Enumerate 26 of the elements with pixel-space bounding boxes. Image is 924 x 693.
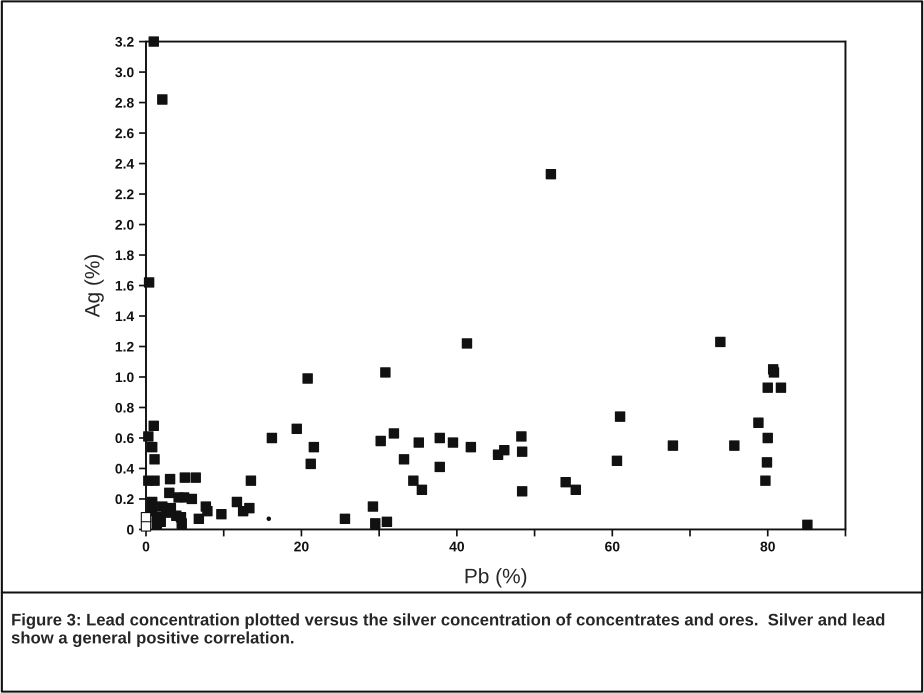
y-tick-label: 3.2	[115, 36, 134, 47]
y-tick-label: 2.6	[115, 128, 134, 138]
x-tick-label: 20	[294, 542, 309, 552]
x-tick-label: 0	[142, 542, 150, 552]
y-tick-label: 3.0	[115, 67, 134, 78]
y-tick-label: 0.4	[115, 464, 134, 474]
x-tick-label: 40	[449, 542, 464, 552]
y-tick-label: 0.8	[115, 402, 134, 413]
y-tick-label: 0.2	[115, 494, 134, 504]
x-axis-title: Pb (%)	[466, 568, 526, 588]
y-tick-label: 2.2	[115, 189, 134, 200]
y-tick-label: 1.2	[116, 342, 134, 352]
y-tick-label: 0	[127, 524, 134, 535]
caption: Figure 3: Lead concentration plotted versus the silver concentration of concentrates and ores. Silver and lead show a general positive correlation.	[12, 613, 884, 647]
x-tick-label: 60	[605, 542, 620, 552]
point	[266, 516, 272, 522]
y-tick-label: 2.4	[115, 158, 134, 169]
x-tick-label: 80	[760, 542, 775, 552]
y-tick-label: 2.8	[115, 98, 134, 108]
y-tick-label: 1.8	[116, 250, 134, 260]
y-tick-label: 2.0	[115, 220, 134, 230]
y-tick-label: 1.0	[116, 372, 134, 382]
y-tick-label: 1.6	[116, 280, 134, 291]
y-tick-label: 1.4	[116, 311, 134, 322]
y-axis-title: Ag (%)	[84, 254, 104, 318]
y-tick-label: 0.6	[115, 433, 134, 444]
